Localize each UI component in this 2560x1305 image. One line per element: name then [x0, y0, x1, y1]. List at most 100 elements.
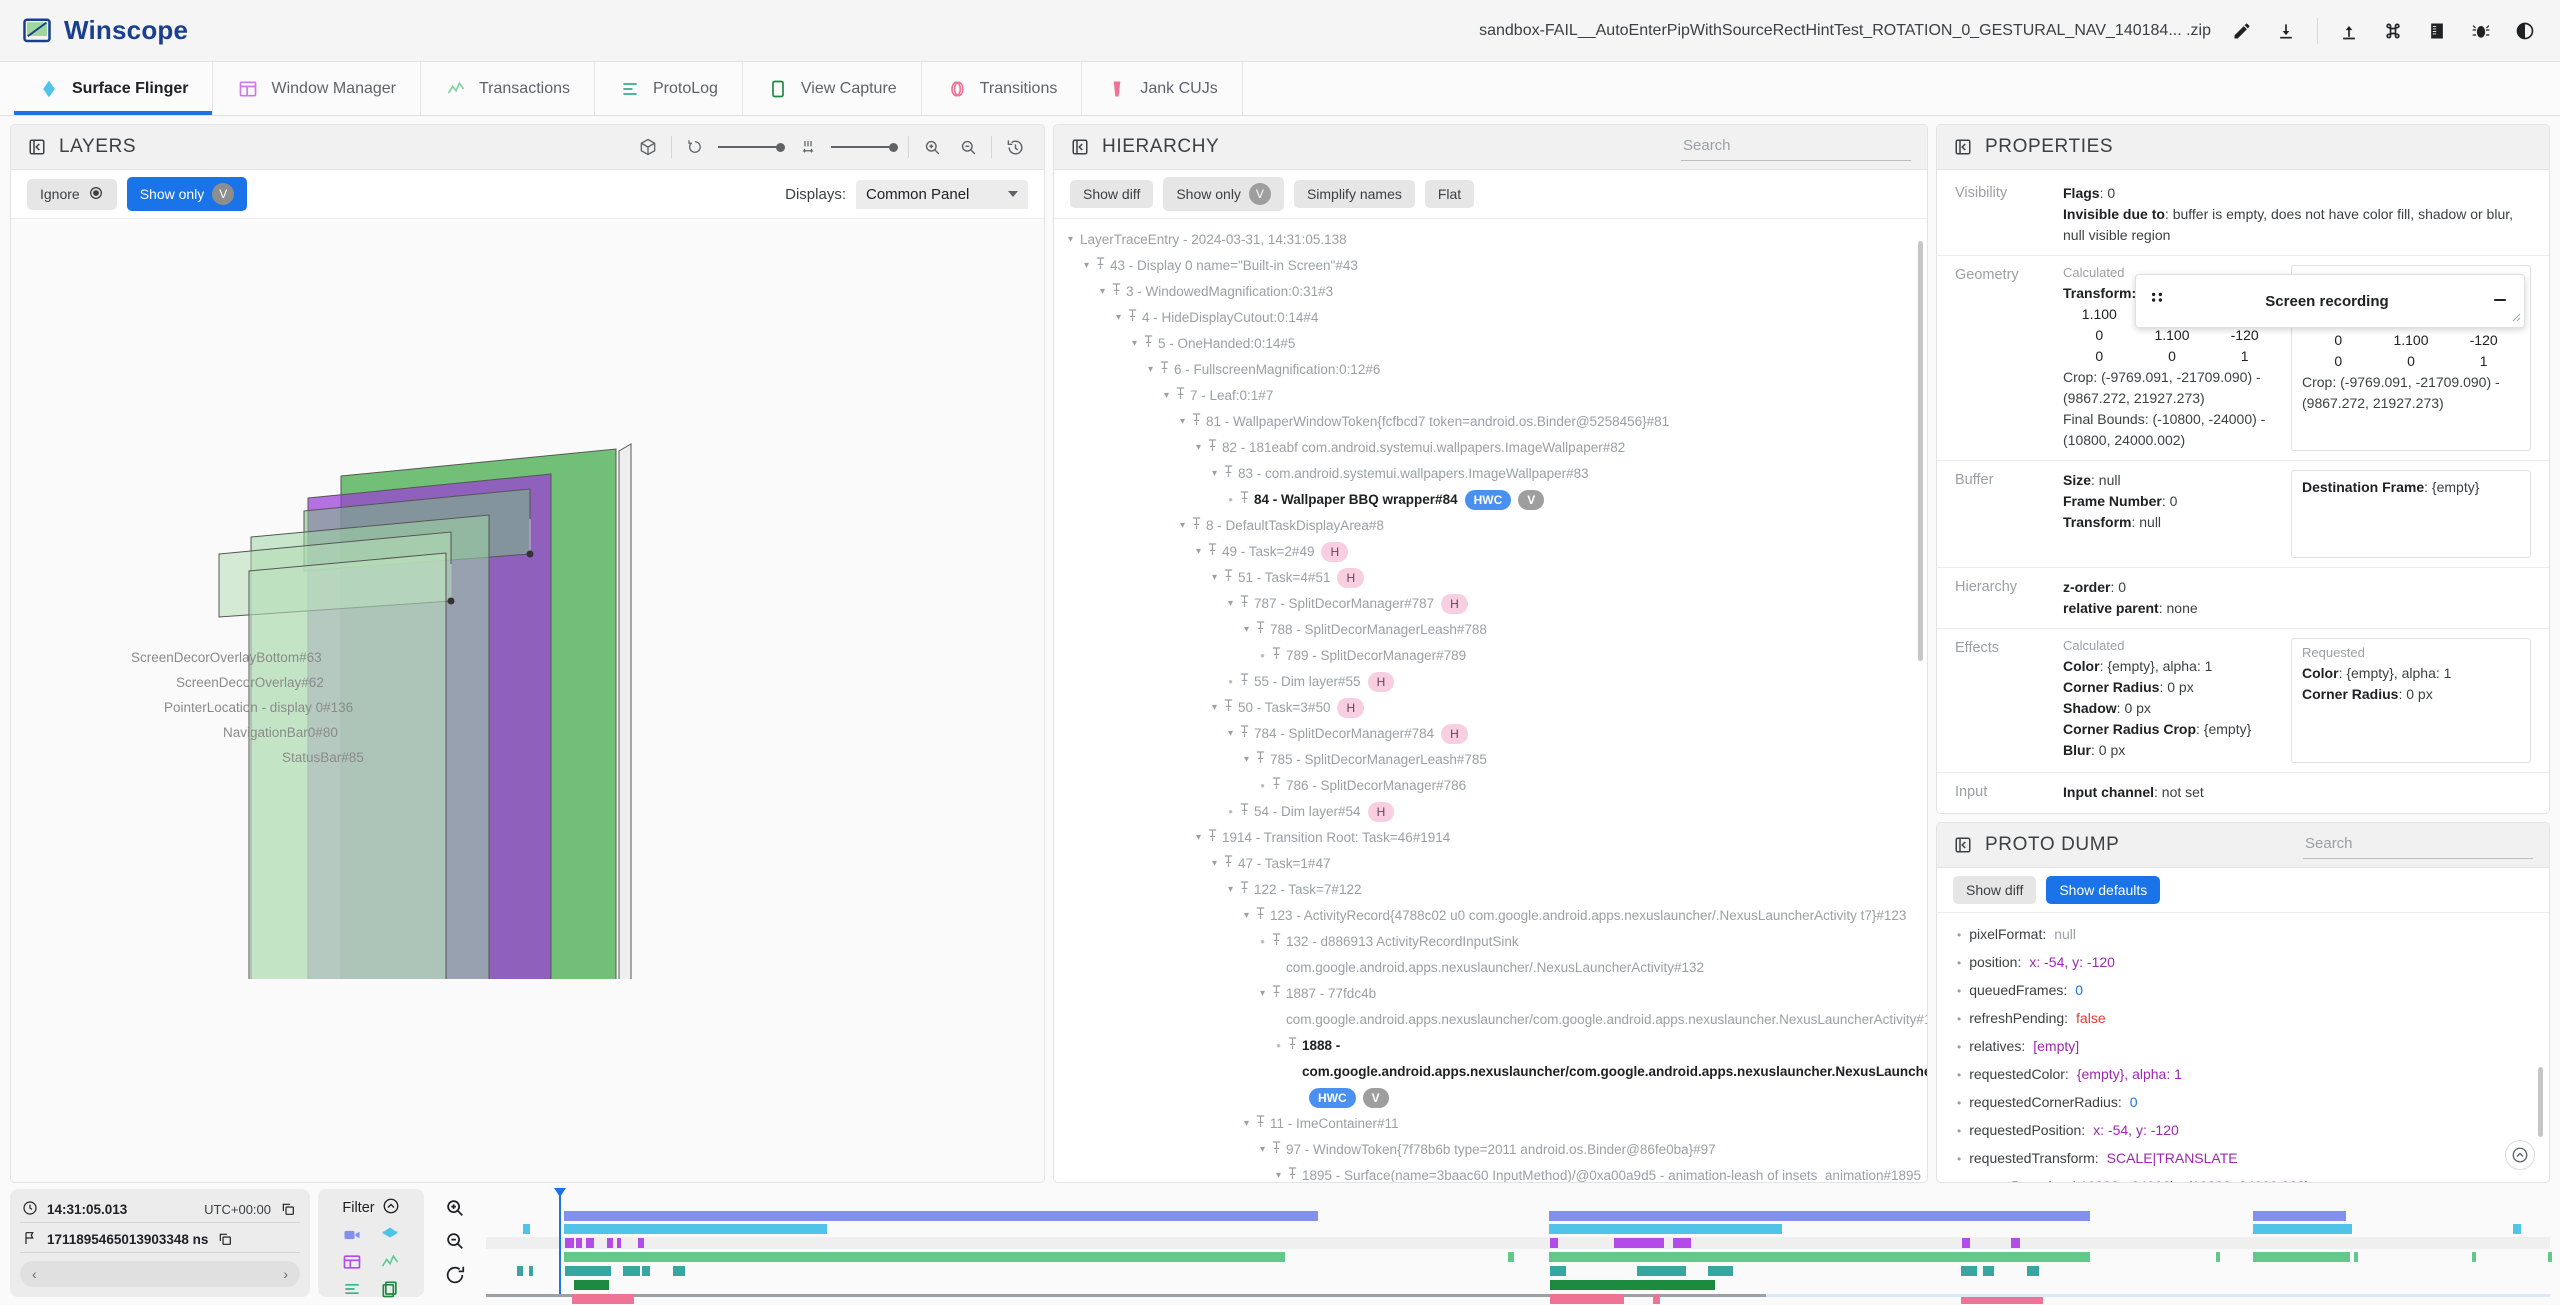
timeline-segment[interactable] [2471, 1252, 2476, 1262]
pin-icon[interactable] [1253, 617, 1267, 643]
prev-entry-button[interactable]: ‹ [32, 1266, 37, 1282]
hierarchy-scrollbar[interactable] [1916, 223, 1925, 1178]
timeline-segment[interactable] [1548, 1211, 2090, 1221]
pin-icon[interactable] [1285, 1163, 1299, 1182]
zoom-in-icon[interactable] [919, 134, 945, 160]
pin-icon[interactable] [1141, 331, 1155, 357]
screen-recording-dialog[interactable]: Screen recording [2135, 274, 2525, 328]
hierarchy-node[interactable]: ▾ 97 - WindowToken{7f78b6b type=2011 andr… [1064, 1137, 1927, 1163]
timeline-segment[interactable] [2026, 1266, 2040, 1276]
scroll-to-top-button[interactable] [2505, 1140, 2535, 1170]
expand-arrow-icon[interactable]: ▾ [1243, 1118, 1250, 1129]
timeline-segment[interactable] [1548, 1252, 2090, 1262]
shortcuts-icon[interactable] [2380, 18, 2406, 44]
proto-dump-row[interactable]: • requestedCornerRadius: 0 [1957, 1089, 2549, 1117]
docs-icon[interactable] [2424, 18, 2450, 44]
expand-arrow-icon[interactable]: ▾ [1243, 624, 1250, 635]
hierarchy-node[interactable]: ▾ 1895 - Surface(name=3baac60 InputMethod… [1064, 1163, 1927, 1182]
expand-arrow-icon[interactable]: ▾ [1115, 312, 1122, 323]
hierarchy-search-input[interactable]: Search [1681, 134, 1911, 161]
copy-icon[interactable] [280, 1201, 298, 1219]
chevron-up-icon[interactable] [382, 1197, 400, 1219]
restore-icon[interactable] [1002, 134, 1028, 160]
expand-arrow-icon[interactable]: ▾ [1179, 520, 1186, 531]
timeline-segment[interactable] [623, 1266, 640, 1276]
hierarchy-node[interactable]: ▾ 1914 - Transition Root: Task=46#1914 [1064, 825, 1927, 851]
bug-icon[interactable] [2468, 18, 2494, 44]
drag-handle-icon[interactable] [2150, 291, 2164, 312]
download-icon[interactable] [2273, 18, 2299, 44]
timeline-segment[interactable] [586, 1238, 595, 1248]
proto-scrollbar[interactable] [2536, 917, 2545, 1178]
pin-icon[interactable] [1189, 513, 1203, 539]
timeline-segment[interactable] [1707, 1266, 1733, 1276]
pin-icon[interactable] [1093, 253, 1107, 279]
expand-arrow-icon[interactable]: ▾ [1131, 338, 1138, 349]
hierarchy-node[interactable]: ▾ 5 - OneHanded:0:14#5 [1064, 331, 1927, 357]
hierarchy-node[interactable]: ▾ 7 - Leaf:0:1#7 [1064, 383, 1927, 409]
pin-icon[interactable] [1189, 409, 1203, 435]
timeline-segment[interactable] [1655, 1280, 1716, 1290]
pin-icon[interactable] [1221, 461, 1235, 487]
expand-arrow-icon[interactable]: ▾ [1099, 286, 1106, 297]
timeline-segment[interactable] [2547, 1252, 2553, 1262]
pin-icon[interactable] [1237, 799, 1251, 825]
timeline-segment[interactable] [529, 1266, 534, 1276]
layers-3d-view[interactable]: ScreenDecorOverlayBottom#63 ScreenDecorO… [11, 219, 1044, 1182]
timeline-segment[interactable] [1549, 1266, 1567, 1276]
hierarchy-node[interactable]: ▾ 784 - SplitDecorManager#784 H [1064, 721, 1927, 747]
hierarchy-node[interactable]: ▾ 788 - SplitDecorManagerLeash#788 [1064, 617, 1927, 643]
timeline-segment[interactable] [1672, 1238, 1692, 1248]
trace-tabs[interactable]: Surface Flinger Window Manager Transacti… [0, 62, 2560, 116]
hierarchy-node[interactable]: • 54 - Dim layer#54 H [1064, 799, 1927, 825]
expand-arrow-icon[interactable]: ▾ [1083, 260, 1090, 271]
hierarchy-flat-button[interactable]: Flat [1424, 180, 1475, 208]
timeline-segment[interactable] [1549, 1294, 1625, 1304]
display-select[interactable]: Common Panel [856, 179, 1028, 209]
edit-icon[interactable] [2229, 18, 2255, 44]
timeline-segment[interactable] [606, 1238, 613, 1248]
pin-icon[interactable] [1269, 643, 1283, 669]
pin-icon[interactable] [1205, 825, 1219, 851]
proto-dump-row[interactable]: • refreshPending: false [1957, 1005, 2549, 1033]
filter-header[interactable]: Filter [342, 1197, 399, 1219]
window-manager-icon[interactable] [342, 1252, 362, 1275]
expand-arrow-icon[interactable]: ▾ [1259, 1144, 1266, 1155]
proto-dump-row[interactable]: • requestedPosition: x: -54, y: -120 [1957, 1117, 2549, 1145]
proto-dump-row[interactable]: • screenBounds: (-10800, -24000) - (10800,… [1957, 1173, 2549, 1182]
timeline-segment[interactable] [1636, 1266, 1687, 1276]
pin-icon[interactable] [1253, 747, 1267, 773]
pin-icon[interactable] [1237, 669, 1251, 695]
expand-arrow-icon[interactable]: ▾ [1195, 832, 1202, 843]
pin-icon[interactable] [1269, 1137, 1283, 1163]
timeline-lane-transitions[interactable] [486, 1294, 2550, 1304]
proto-dump-row[interactable]: • position: x: -54, y: -120 [1957, 949, 2549, 977]
pin-icon[interactable] [1221, 695, 1235, 721]
timeline-segment[interactable] [1983, 1266, 1994, 1276]
expand-arrow-icon[interactable]: ▾ [1243, 910, 1250, 921]
timeline-segment[interactable] [1613, 1238, 1664, 1248]
hierarchy-node[interactable]: ▾ 47 - Task=1#47 [1064, 851, 1927, 877]
timeline-segment[interactable] [2256, 1211, 2264, 1221]
timeline-segment[interactable] [2252, 1211, 2346, 1221]
hierarchy-node[interactable]: ▾ 123 - ActivityRecord{4788c02 u0 com.goo… [1064, 903, 1927, 929]
expand-arrow-icon[interactable]: ▾ [1227, 728, 1234, 739]
timeline-segment[interactable] [581, 1266, 611, 1276]
pin-icon[interactable] [1221, 851, 1235, 877]
pin-icon[interactable] [1205, 435, 1219, 461]
timeline-segment[interactable] [571, 1294, 634, 1304]
tab-transactions[interactable]: Transactions [421, 62, 595, 115]
timeline-segment[interactable] [1960, 1294, 2044, 1304]
timeline-segment[interactable] [2512, 1224, 2522, 1234]
show-only-button[interactable]: Show only V [126, 177, 248, 211]
pin-icon[interactable] [1157, 357, 1171, 383]
next-entry-button[interactable]: › [283, 1266, 288, 1282]
timeline-segment[interactable] [564, 1211, 1318, 1221]
timeline-lane-view-capture[interactable] [486, 1280, 2550, 1290]
tab-transitions[interactable]: Transitions [922, 62, 1083, 115]
timeline-segment[interactable] [523, 1224, 531, 1234]
hierarchy-node[interactable]: ▾ 50 - Task=3#50 H [1064, 695, 1927, 721]
timeline-segment[interactable] [1653, 1294, 1661, 1304]
timeline-segment[interactable] [617, 1238, 622, 1248]
proto-dump-row[interactable]: • relatives: [empty] [1957, 1033, 2549, 1061]
